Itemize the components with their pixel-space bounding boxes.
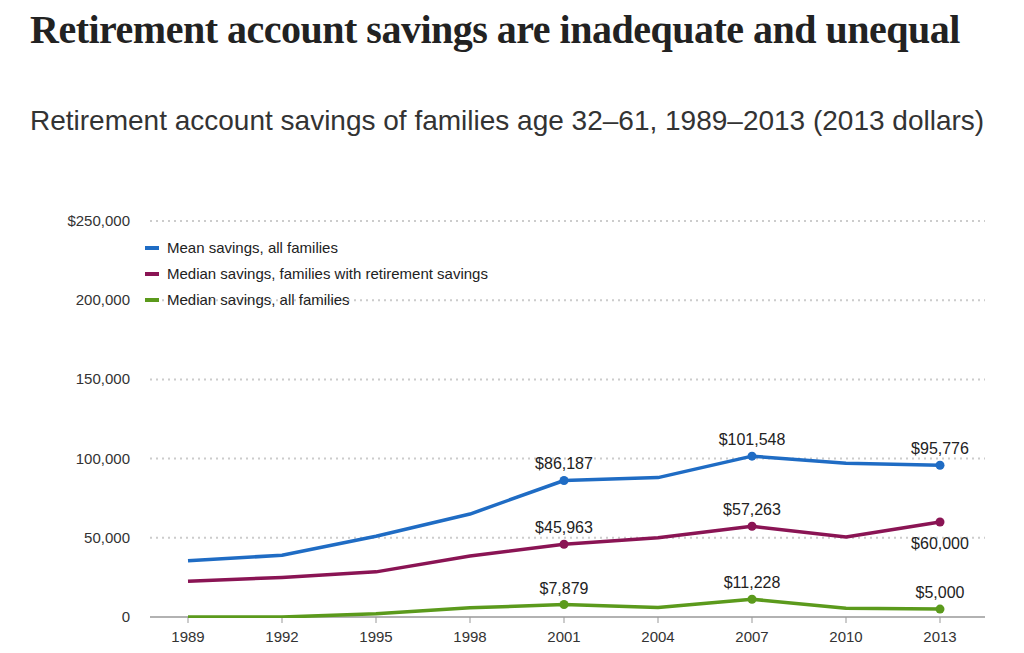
y-range: [150, 221, 151, 617]
legend-label: Median savings, all families: [167, 291, 350, 308]
grid-line: [150, 378, 985, 380]
series-line: [188, 456, 940, 561]
point: [936, 517, 945, 526]
y-tick-label: 200,000: [76, 291, 130, 308]
data-label: $101,548: [719, 431, 786, 448]
x-tick-label: 1995: [359, 628, 392, 645]
data-label: $60,000: [911, 535, 969, 552]
point: [560, 476, 569, 485]
data-label: $57,263: [723, 501, 781, 518]
y-tick-label: 150,000: [76, 370, 130, 387]
x-tick: [376, 617, 377, 623]
x-tick: [564, 617, 565, 623]
point: [748, 452, 757, 461]
x-tick-label: 2010: [829, 628, 862, 645]
point: [936, 461, 945, 470]
point: [748, 522, 757, 531]
y-tick-label: 50,000: [84, 529, 130, 546]
data-label: $5,000: [916, 584, 965, 601]
legend-label: Mean savings, all families: [167, 239, 338, 256]
point: [748, 595, 757, 604]
data-label: $95,776: [911, 440, 969, 457]
legend-key: [145, 272, 159, 276]
legend-key: [145, 298, 159, 302]
y-tick-label: $250,000: [67, 212, 130, 229]
data-label: $7,879: [540, 580, 589, 597]
legend-key: [145, 246, 159, 250]
x-tick: [846, 617, 847, 623]
x-tick-label: 1998: [453, 628, 486, 645]
legend-label: Median savings, families with retirement…: [167, 265, 488, 282]
x-tick: [470, 617, 471, 623]
data-label: $11,228: [724, 574, 781, 591]
x-tick-label: 2013: [923, 628, 956, 645]
data-label: $86,187: [535, 455, 593, 472]
data-labels: $86,187 $101,548 $95,776 $45,963 $57,263 $60,…: [535, 431, 969, 601]
y-tick-label: 0: [122, 608, 130, 625]
point: [560, 540, 569, 549]
x-tick-label: 2007: [735, 628, 768, 645]
x-tick-label: 2001: [547, 628, 580, 645]
x-tick-label: 2004: [641, 628, 674, 645]
grid-line: [150, 537, 985, 539]
x-tick-label: 1992: [265, 628, 298, 645]
x-tick: [658, 617, 659, 623]
point: [936, 605, 945, 614]
x-tick: [940, 617, 941, 623]
y-tick-label: 100,000: [76, 450, 130, 467]
x-tick-label: 1989: [171, 628, 204, 645]
grid-line: [150, 220, 985, 222]
x-tick: [752, 617, 753, 623]
data-label: $45,963: [535, 519, 593, 536]
title: Retirement account savings are inadequat…: [30, 10, 990, 50]
subtitle: Retirement account savings of families a…: [30, 104, 990, 138]
series-line: [188, 599, 940, 617]
plot-area: [188, 452, 945, 617]
point: [560, 600, 569, 609]
